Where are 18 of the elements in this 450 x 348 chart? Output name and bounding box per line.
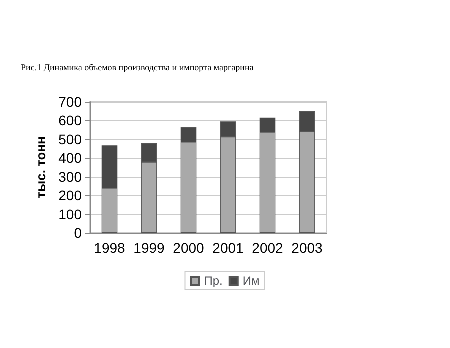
y-tick-label: 0 [74,225,82,241]
y-axis-title: тыс. тонн [34,136,49,198]
y-tick-label: 200 [58,188,82,204]
y-tick-label: 300 [58,168,82,185]
x-tick-label: 2002 [252,240,284,256]
y-tick-label: 100 [58,206,82,222]
y-tick-label: 500 [58,131,82,148]
x-tick-label: 1998 [94,240,126,256]
y-tick-label: 400 [58,150,82,166]
legend-label: Пр. [204,274,223,288]
x-tick-label: 2001 [212,240,244,256]
x-tick-label: 2003 [292,240,324,256]
x-tick-label: 2000 [173,240,205,256]
chart-title: Рис.1 Динамика объемов производства и импорта маргарина [21,62,254,72]
x-tick-label: 1999 [134,240,166,256]
y-tick-label: 700 [58,94,82,110]
y-tick-label: 600 [58,112,82,129]
legend-label: Им [242,274,260,288]
